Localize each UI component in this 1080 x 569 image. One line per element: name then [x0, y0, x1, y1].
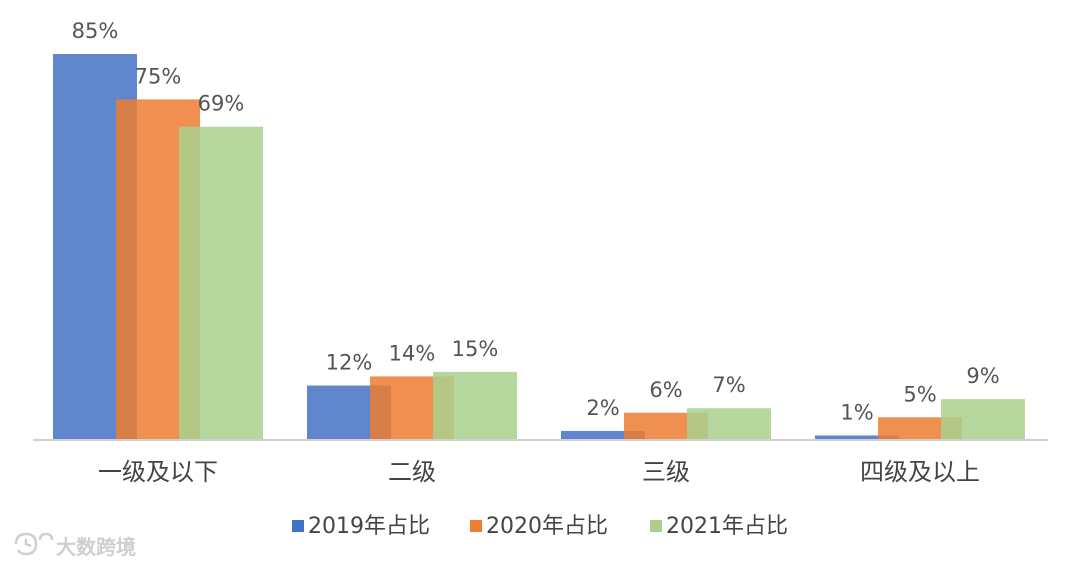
value-label: 14% [389, 341, 436, 365]
value-label: 69% [198, 92, 245, 116]
bar-2021-cat2 [433, 371, 517, 440]
legend-label: 2019年占比 [308, 514, 430, 539]
bar-2021-cat4 [941, 399, 1025, 440]
category-label: 二级 [388, 458, 436, 486]
legend-swatch [292, 520, 304, 532]
value-labels: 85% 75% 69% 12% 14% 15% 2% 6% 7% 1% 5% 9% [72, 19, 1000, 424]
value-label: 5% [903, 382, 936, 406]
bar-2021-cat1 [179, 126, 263, 441]
watermark: 大数跨境 [14, 532, 136, 559]
bar-2021-cat3 [687, 408, 771, 440]
bar-2019-cat3 [561, 430, 645, 440]
legend-label: 2021年占比 [666, 514, 788, 539]
bars-layer [53, 54, 1025, 441]
legend: 2019年占比 2020年占比 2021年占比 [292, 514, 788, 539]
value-label: 1% [840, 400, 873, 424]
bar-2019-cat4 [815, 435, 899, 440]
value-label: 9% [966, 364, 999, 388]
value-label: 85% [72, 19, 119, 43]
watermark-text: 大数跨境 [56, 535, 136, 559]
watermark-logo-icon [14, 532, 54, 556]
value-label: 2% [586, 396, 619, 420]
category-label: 四级及以上 [860, 458, 980, 486]
category-label: 三级 [642, 458, 690, 486]
legend-swatch [650, 520, 662, 532]
category-labels: 一级及以下 二级 三级 四级及以上 [98, 458, 980, 486]
legend-swatch [470, 520, 482, 532]
value-label: 7% [712, 373, 745, 397]
value-label: 75% [135, 64, 182, 88]
value-label: 6% [649, 378, 682, 402]
category-label: 一级及以下 [98, 458, 218, 486]
legend-label: 2020年占比 [486, 514, 608, 539]
value-label: 12% [326, 351, 373, 375]
value-label: 15% [452, 337, 499, 361]
